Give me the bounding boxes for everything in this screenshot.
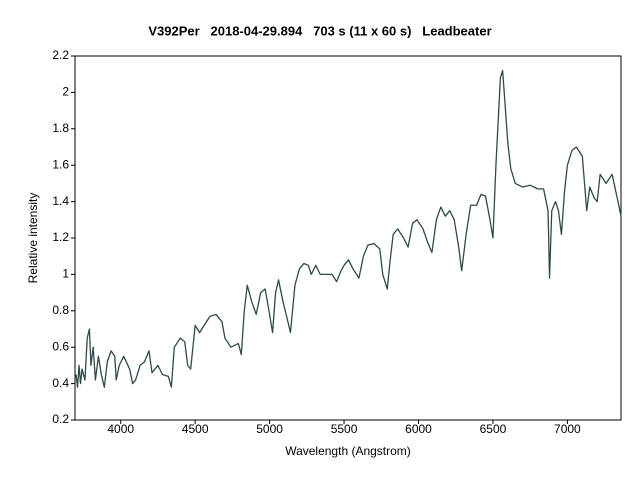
x-tick-label: 4500 [182,422,209,436]
x-axis-label: Wavelength (Angstrom) [285,444,411,458]
x-tick-label: 4000 [107,422,134,436]
y-tick-label: 0.6 [52,339,69,353]
spectrum-line [75,69,622,388]
y-tick-label: 1.4 [52,194,69,208]
y-tick-label: 2.2 [52,48,69,62]
y-tick-label: 2 [62,85,69,99]
y-tick-label: 0.2 [52,412,69,426]
y-tick-label: 0.8 [52,303,69,317]
x-tick-label: 5000 [256,422,283,436]
x-tick-label: 6500 [480,422,507,436]
x-tick-label: 6000 [405,422,432,436]
y-axis-label: Relative intensity [26,193,40,284]
x-tick-label: 5500 [331,422,358,436]
y-tick-label: 1.2 [52,230,69,244]
y-tick-label: 1.8 [52,121,69,135]
y-tick-label: 1 [62,267,69,281]
y-tick-label: 1.6 [52,157,69,171]
x-tick-label: 7000 [554,422,581,436]
y-tick-label: 0.4 [52,376,69,390]
chart-title: V392Per 2018-04-29.894 703 s (11 x 60 s)… [148,23,491,38]
plot-frame [74,55,622,421]
